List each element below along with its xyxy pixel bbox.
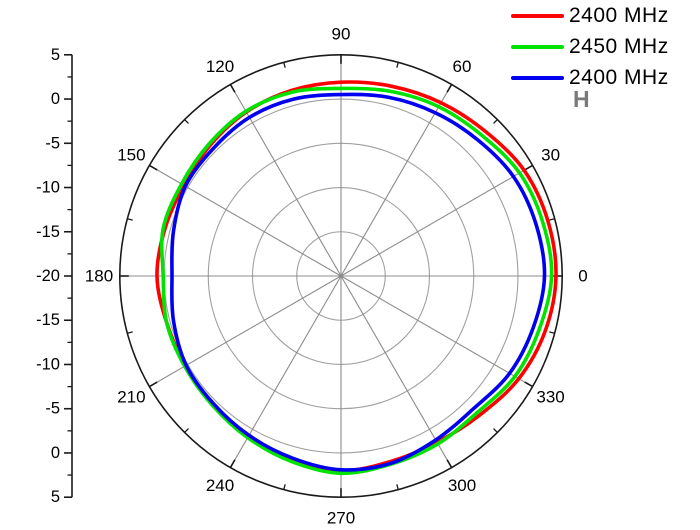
angle-label-120: 120 (206, 57, 234, 76)
angle-tick-major (229, 84, 236, 93)
radial-tick-label: -5 (45, 400, 60, 418)
legend-line-blue (511, 76, 564, 80)
trace-1-2450mhz (159, 86, 554, 476)
angle-tick-major (229, 459, 236, 468)
angle-tick-minor (396, 484, 399, 490)
radial-tick-label: -15 (36, 311, 60, 329)
legend-item-2: 2400 MHz (511, 63, 669, 93)
angle-label-270: 270 (327, 509, 355, 528)
radial-tick-label: -15 (36, 223, 60, 241)
angle-tick-major (524, 381, 533, 388)
radial-tick-label: 0 (51, 444, 60, 462)
traces (155, 80, 558, 476)
legend-item-0: 2400 MHz (511, 1, 669, 31)
grid-spoke (340, 275, 453, 468)
grid-spoke (340, 84, 453, 277)
angle-tick-major (149, 164, 158, 171)
angle-tick-minor (184, 428, 189, 433)
angle-tick-major (446, 459, 453, 468)
angle-tick-minor (549, 218, 555, 221)
angle-tick-minor (493, 428, 498, 433)
radial-tick-label: -20 (36, 267, 60, 285)
angle-label-210: 210 (117, 388, 145, 407)
angle-label-300: 300 (448, 476, 476, 495)
grid-spoke (149, 275, 342, 388)
angle-label-90: 90 (332, 25, 351, 44)
angle-tick-minor (184, 119, 189, 124)
angle-label-30: 30 (541, 146, 560, 165)
angle-labels: 0 30 60 90 120 150 180 210 240 270 300 330 (85, 25, 588, 528)
angle-label-60: 60 (453, 57, 472, 76)
angle-label-0: 0 (578, 267, 587, 286)
legend-label: 2400 MHz (569, 4, 669, 27)
angle-tick-minor (283, 484, 286, 490)
legend-label: 2450 MHz (569, 35, 669, 58)
angle-tick-major (446, 84, 453, 93)
angle-tick-minor (283, 62, 286, 68)
radial-tick-label: 0 (51, 90, 60, 108)
radial-tick-label: 5 (51, 46, 60, 64)
angle-tick-minor (493, 119, 498, 124)
trace-2-2400mhz (170, 92, 547, 472)
legend-line-green (511, 45, 564, 49)
legend-label: 2400 MHz (569, 66, 669, 89)
grid-spoke (149, 164, 342, 277)
angle-tick-minor (127, 218, 133, 221)
grid-spoke (340, 275, 533, 388)
angle-tick-minor (396, 62, 399, 68)
grid-spoke (340, 164, 533, 277)
angle-tick-major (149, 381, 158, 388)
legend-item-1: 2450 MHz (511, 32, 669, 62)
angle-label-180: 180 (85, 267, 113, 286)
radial-tick-label: -10 (36, 355, 60, 373)
radial-tick-label: -10 (36, 179, 60, 197)
angle-label-330: 330 (536, 388, 564, 407)
angle-tick-minor (127, 331, 133, 334)
radial-tick-label: 5 (51, 488, 60, 506)
radial-axis: 5 0 -5 -10 -15 -20 -15 -10 -5 0 5 (36, 46, 73, 506)
plane-annotation-h: H (573, 86, 590, 112)
angle-label-150: 150 (117, 146, 145, 165)
angle-tick-minor (549, 331, 555, 334)
radial-tick-label: -5 (45, 134, 60, 152)
angle-tick-major (524, 164, 533, 171)
angle-ticks (119, 54, 563, 498)
legend: 2400 MHz 2450 MHz 2400 MHz (511, 1, 669, 93)
legend-line-red (511, 14, 564, 18)
angle-label-240: 240 (206, 476, 234, 495)
